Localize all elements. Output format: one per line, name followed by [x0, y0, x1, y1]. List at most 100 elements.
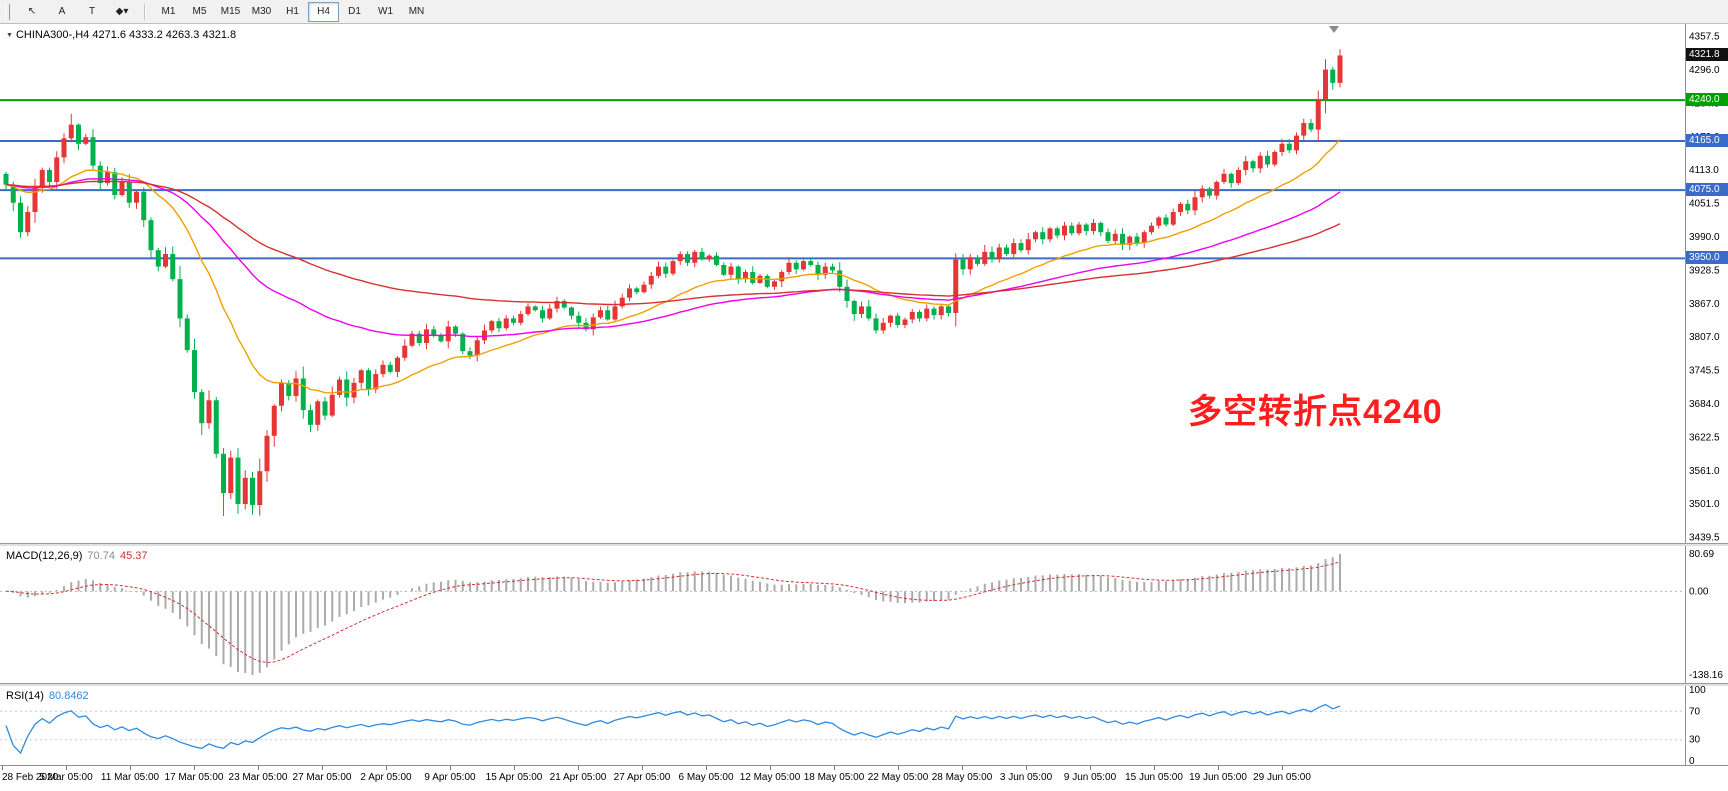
time-tick: [194, 766, 195, 770]
time-tick: [642, 766, 643, 770]
time-label: 3 Jun 05:00: [999, 772, 1053, 783]
symbol-marker-icon: ▼: [6, 32, 13, 39]
time-label: 15 Jun 05:00: [1125, 772, 1183, 783]
price-axis-label: 3622.5: [1689, 433, 1720, 444]
main-chart-canvas[interactable]: 4357.54296.04234.54173.04113.04051.53990…: [0, 24, 1728, 543]
price-tag: 4165.0: [1686, 134, 1728, 147]
time-label: 22 May 05:00: [867, 772, 929, 783]
time-tick: [1026, 766, 1027, 770]
time-tick: [770, 766, 771, 770]
price-axis-label: 3501.0: [1689, 499, 1720, 510]
time-tick: [130, 766, 131, 770]
time-tick: [898, 766, 899, 770]
time-label: 9 Apr 05:00: [424, 772, 476, 783]
timeframe-d1-button[interactable]: D1: [348, 6, 361, 17]
time-tick: [386, 766, 387, 770]
time-label: 2 Apr 05:00: [360, 772, 412, 783]
timeframe-h1-button[interactable]: H1: [286, 6, 299, 17]
time-tick: [706, 766, 707, 770]
price-axis-label: 3807.0: [1689, 332, 1720, 343]
time-label: 6 May 05:00: [678, 772, 734, 783]
macd-axis-label: -138.16: [1689, 670, 1723, 681]
timeframe-m30-button[interactable]: M30: [251, 6, 272, 17]
macd-signal-value: 45.37: [119, 550, 148, 562]
price-axis-label: 3928.5: [1689, 266, 1720, 277]
timeframe-m15-button[interactable]: M15: [220, 6, 241, 17]
rsi-axis-label: 30: [1689, 735, 1701, 746]
macd-axis-label: 0.00: [1689, 586, 1709, 597]
rsi-panel-canvas[interactable]: 100 70 30 0: [0, 686, 1728, 765]
toolbar-separator: [144, 3, 146, 20]
chart-ohlc-values: 4271.6 4333.2 4263.3 4321.8: [92, 29, 237, 41]
price-axis-label: 3439.5: [1689, 533, 1720, 544]
chart-symbol-period: CHINA300-,H4: [15, 29, 90, 41]
rsi-axis-label: 100: [1689, 686, 1706, 696]
timeframe-buttons-group: M1 M5 M15 M30 H1 H4 D1 W1 MN: [153, 1, 432, 22]
tool-shapes-button[interactable]: ◆▾: [115, 6, 129, 17]
time-label: 11 Mar 05:00: [100, 772, 160, 783]
rsi-name: RSI(14): [6, 690, 44, 702]
time-tick: [1090, 766, 1091, 770]
panel-separator[interactable]: [0, 683, 1728, 686]
time-tick: [1218, 766, 1219, 770]
time-label: 5 Mar 05:00: [39, 772, 93, 783]
macd-axis-label: 80.69: [1689, 549, 1714, 560]
timeframe-mn-button[interactable]: MN: [408, 6, 425, 17]
time-label: 9 Jun 05:00: [1063, 772, 1117, 783]
chart-text-annotation: 多空转折点4240: [1188, 393, 1443, 431]
time-tick: [450, 766, 451, 770]
time-label: 29 Jun 05:00: [1253, 772, 1311, 783]
price-axis-label: 4051.5: [1689, 199, 1720, 210]
time-label: 21 Apr 05:00: [549, 772, 607, 783]
time-axis[interactable]: 28 Feb 2020 5 Mar 05:00 11 Mar 05:00 17 Mar…: [0, 765, 1728, 791]
price-axis-label: 3745.5: [1689, 366, 1720, 377]
price-axis-label: 4113.0: [1689, 165, 1719, 176]
chart-title: ▼ CHINA300-,H4 4271.6 4333.2 4263.3 4321.…: [6, 29, 236, 41]
price-axis-label: 3867.0: [1689, 299, 1720, 310]
rsi-axis-label: 0: [1689, 756, 1695, 765]
toolbar: ↖ A T ◆▾ M1 M5 M15 M30 H1 H4 D1 W1 MN: [0, 0, 1728, 24]
time-tick: [1154, 766, 1155, 770]
time-label: 27 Mar 05:00: [292, 772, 352, 783]
time-tick: [514, 766, 515, 770]
time-tick: [2, 766, 3, 770]
timeframe-m5-button[interactable]: M5: [192, 6, 207, 17]
time-label: 17 Mar 05:00: [164, 772, 224, 783]
time-tick: [578, 766, 579, 770]
price-axis-label: 4357.5: [1689, 32, 1720, 43]
rsi-axis-label: 70: [1689, 706, 1701, 717]
time-tick: [66, 766, 67, 770]
time-label: 18 May 05:00: [803, 772, 865, 783]
macd-panel-canvas[interactable]: 80.69 0.00 -138.16: [0, 546, 1728, 683]
price-axis-label: 3561.0: [1689, 466, 1720, 477]
timeframe-m1-button[interactable]: M1: [161, 6, 176, 17]
chart-shift-marker-icon: [1329, 26, 1339, 33]
price-tag: 4075.0: [1686, 183, 1728, 196]
price-axis-label: 4296.0: [1689, 65, 1720, 76]
time-tick: [258, 766, 259, 770]
macd-indicator-label: MACD(12,26,9) 70.74 45.37: [6, 550, 147, 562]
time-tick: [834, 766, 835, 770]
tool-text-button[interactable]: A: [58, 6, 66, 17]
panel-separator[interactable]: [0, 543, 1728, 546]
time-label: 19 Jun 05:00: [1189, 772, 1247, 783]
time-label: 27 Apr 05:00: [613, 772, 671, 783]
drawing-tools-group: ↖ A T ◆▾: [17, 2, 137, 22]
timeframe-h4-button[interactable]: H4: [308, 1, 339, 22]
tool-label-button[interactable]: T: [88, 6, 96, 17]
macd-name: MACD(12,26,9): [6, 550, 83, 562]
price-tag: 4240.0: [1686, 93, 1728, 106]
time-label: 12 May 05:00: [739, 772, 801, 783]
time-label: 28 May 05:00: [931, 772, 993, 783]
timeframe-w1-button[interactable]: W1: [378, 6, 393, 17]
rsi-value: 80.8462: [48, 690, 89, 702]
macd-main-value: 70.74: [87, 550, 115, 562]
toolbar-grip[interactable]: [5, 3, 10, 20]
time-label: 15 Apr 05:00: [485, 772, 543, 783]
rsi-indicator-label: RSI(14) 80.8462: [6, 690, 89, 702]
tool-cursor-button[interactable]: ↖: [27, 6, 37, 17]
price-tag: 3950.0: [1686, 251, 1728, 264]
time-label: 23 Mar 05:00: [228, 772, 288, 783]
time-label: 28 Feb 2020: [2, 772, 59, 783]
